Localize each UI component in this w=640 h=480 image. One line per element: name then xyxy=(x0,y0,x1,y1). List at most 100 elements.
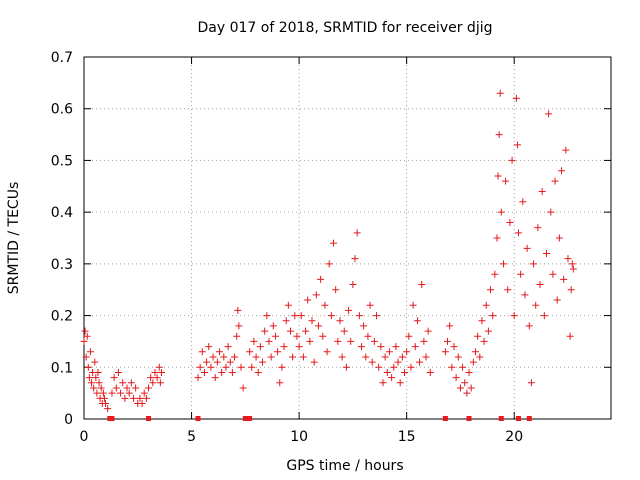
data-point xyxy=(413,317,421,325)
data-point xyxy=(297,312,305,320)
data-point xyxy=(366,301,374,309)
y-tick-label: 0.4 xyxy=(51,205,73,221)
data-point xyxy=(112,384,120,392)
data-point xyxy=(527,379,535,387)
data-point xyxy=(88,379,96,387)
y-axis-label: SRMTID / TECUs xyxy=(6,182,22,295)
data-point xyxy=(454,353,462,361)
data-point xyxy=(332,286,340,294)
data-point xyxy=(545,110,553,118)
data-point xyxy=(564,255,572,263)
data-point xyxy=(373,312,381,320)
x-tick-label: 10 xyxy=(290,429,308,445)
data-point xyxy=(198,348,206,356)
data-point xyxy=(234,306,242,314)
data-point xyxy=(418,281,426,289)
x-tick-label: 20 xyxy=(505,429,523,445)
axis-event-marker xyxy=(466,416,472,421)
data-point xyxy=(508,156,516,164)
data-point xyxy=(530,260,538,268)
data-point xyxy=(383,368,391,376)
data-point xyxy=(478,317,486,325)
data-point xyxy=(340,327,348,335)
data-point xyxy=(93,389,101,397)
data-point xyxy=(396,379,404,387)
data-point xyxy=(226,358,234,366)
data-point xyxy=(85,374,93,382)
data-point xyxy=(156,379,164,387)
data-point xyxy=(461,379,469,387)
data-point xyxy=(125,389,133,397)
data-point xyxy=(108,389,116,397)
data-point xyxy=(295,343,303,351)
data-point xyxy=(360,322,368,330)
data-point xyxy=(271,332,279,340)
data-point xyxy=(476,353,484,361)
data-points xyxy=(80,89,577,413)
y-tick-label: 0.1 xyxy=(51,360,73,376)
data-point xyxy=(304,296,312,304)
data-point xyxy=(555,234,563,242)
data-point xyxy=(102,399,110,407)
data-point xyxy=(121,394,129,402)
data-point xyxy=(375,363,383,371)
data-point xyxy=(364,332,372,340)
data-point xyxy=(317,275,325,283)
data-point xyxy=(405,332,413,340)
y-tick-label: 0.6 xyxy=(51,102,73,118)
data-point xyxy=(336,317,344,325)
data-point xyxy=(153,374,161,382)
data-point xyxy=(90,384,98,392)
data-point xyxy=(407,363,415,371)
data-point xyxy=(388,374,396,382)
data-point xyxy=(569,265,577,273)
data-point xyxy=(140,389,148,397)
data-point xyxy=(542,250,550,258)
data-point xyxy=(549,270,557,278)
data-point xyxy=(362,353,370,361)
data-point xyxy=(86,348,94,356)
data-point xyxy=(489,312,497,320)
data-point xyxy=(523,244,531,252)
data-point xyxy=(494,172,502,180)
data-point xyxy=(99,389,107,397)
data-point xyxy=(513,141,521,149)
data-point xyxy=(553,296,561,304)
data-point xyxy=(495,131,503,139)
data-point xyxy=(81,327,89,335)
data-point xyxy=(155,363,163,371)
data-point xyxy=(117,389,125,397)
data-point xyxy=(338,353,346,361)
data-point xyxy=(222,363,230,371)
data-point xyxy=(308,317,316,325)
data-point xyxy=(392,343,400,351)
data-point xyxy=(502,177,510,185)
y-tick-label: 0.5 xyxy=(51,153,73,169)
data-point xyxy=(321,301,329,309)
data-point xyxy=(568,260,576,268)
data-point xyxy=(456,384,464,392)
data-point xyxy=(248,363,256,371)
data-point xyxy=(534,224,542,232)
data-point xyxy=(353,229,361,237)
data-point xyxy=(246,348,254,356)
data-point xyxy=(239,384,247,392)
axis-event-marker xyxy=(247,416,253,421)
data-point xyxy=(110,374,118,382)
data-point xyxy=(469,358,477,366)
data-point xyxy=(411,343,419,351)
data-point xyxy=(351,255,359,263)
data-point xyxy=(302,327,310,335)
data-point xyxy=(142,394,150,402)
data-point xyxy=(441,348,449,356)
data-point xyxy=(519,198,527,206)
data-point xyxy=(250,337,258,345)
data-point xyxy=(200,368,208,376)
data-point xyxy=(497,208,505,216)
data-point xyxy=(196,363,204,371)
data-point xyxy=(334,337,342,345)
data-point xyxy=(390,363,398,371)
axis-event-marker xyxy=(498,416,504,421)
data-point xyxy=(420,337,428,345)
data-point xyxy=(330,239,338,247)
